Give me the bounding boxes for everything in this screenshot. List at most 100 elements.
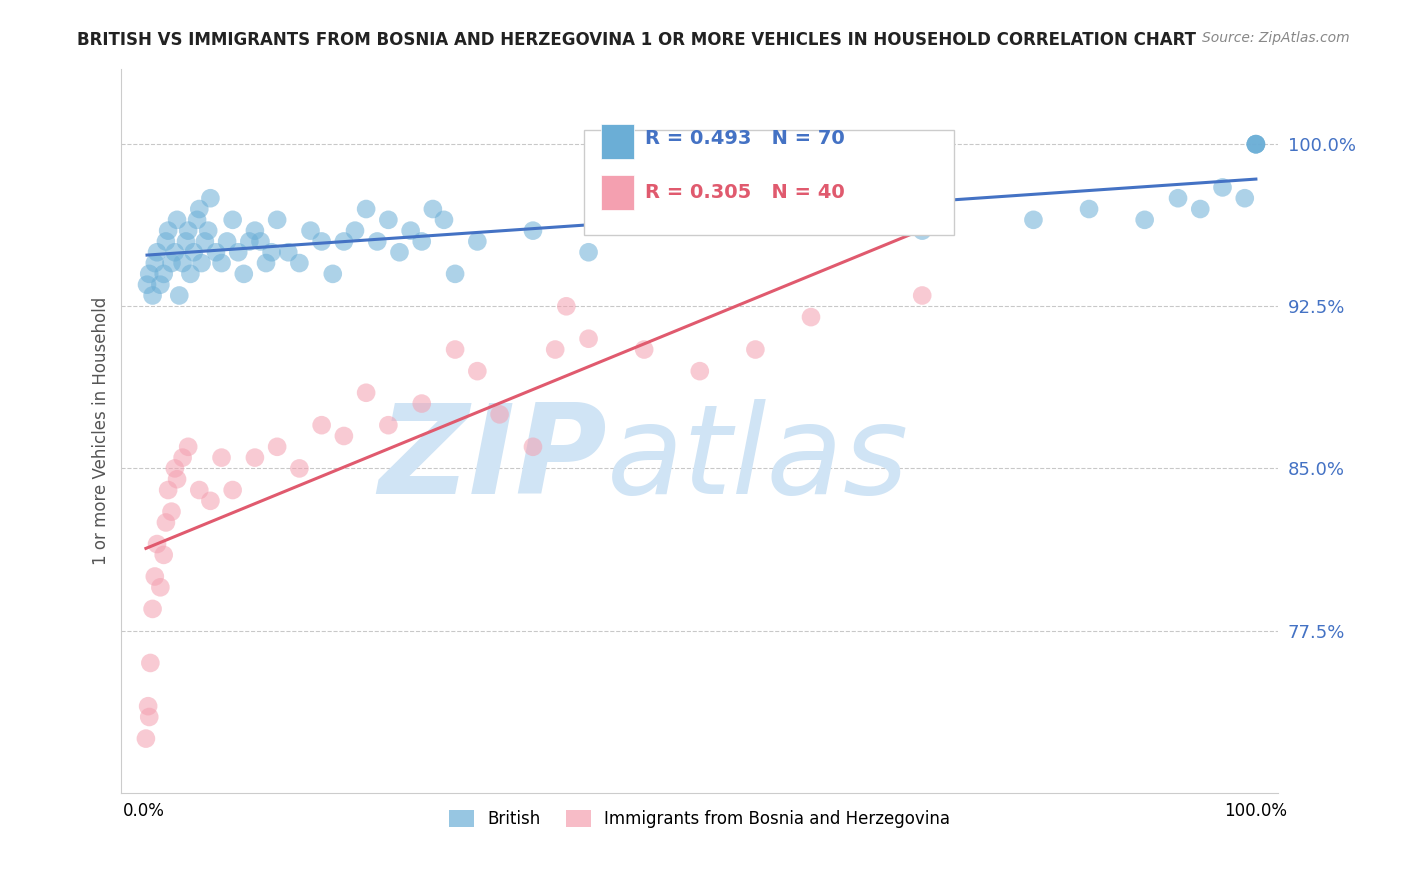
Immigrants from Bosnia and Herzegovina [243,450,266,465]
British [277,245,299,260]
British [322,267,344,281]
Text: BRITISH VS IMMIGRANTS FROM BOSNIA AND HERZEGOVINA 1 OR MORE VEHICLES IN HOUSEHOL: BRITISH VS IMMIGRANTS FROM BOSNIA AND HE… [77,31,1197,49]
Immigrants from Bosnia and Herzegovina [138,710,160,724]
British [152,267,174,281]
Text: R = 0.305   N = 40: R = 0.305 N = 40 [645,183,845,202]
British [238,235,260,249]
British [433,212,456,227]
British [146,245,169,260]
British [211,256,233,270]
British [1212,180,1234,194]
Immigrants from Bosnia and Herzegovina [166,472,188,486]
Immigrants from Bosnia and Herzegovina [149,580,172,594]
British [522,224,544,238]
British [299,224,322,238]
British [205,245,228,260]
British [911,224,934,238]
Immigrants from Bosnia and Herzegovina [377,418,399,433]
British [157,224,180,238]
British [366,235,388,249]
British [226,245,249,260]
British [217,235,239,249]
British [1244,137,1267,152]
British [143,256,166,270]
Text: ZIP: ZIP [378,399,607,520]
British [800,191,823,205]
Immigrants from Bosnia and Herzegovina [911,288,934,302]
British [1167,191,1189,205]
British [243,224,266,238]
British [179,267,201,281]
British [249,235,271,249]
FancyBboxPatch shape [602,175,634,210]
British [689,212,711,227]
Immigrants from Bosnia and Herzegovina [488,408,510,422]
British [142,288,165,302]
British [422,202,444,216]
British [186,212,208,227]
Y-axis label: 1 or more Vehicles in Household: 1 or more Vehicles in Household [93,296,110,565]
Immigrants from Bosnia and Herzegovina [177,440,200,454]
British [149,277,172,292]
Immigrants from Bosnia and Herzegovina [160,505,183,519]
Immigrants from Bosnia and Herzegovina [143,569,166,583]
British [254,256,277,270]
Immigrants from Bosnia and Herzegovina [444,343,467,357]
British [232,267,254,281]
British [1022,212,1045,227]
British [260,245,283,260]
British [163,245,186,260]
British [221,212,243,227]
British [1189,202,1212,216]
Immigrants from Bosnia and Herzegovina [172,450,194,465]
Immigrants from Bosnia and Herzegovina [578,332,600,346]
Immigrants from Bosnia and Herzegovina [200,493,222,508]
Immigrants from Bosnia and Herzegovina [311,418,333,433]
Immigrants from Bosnia and Herzegovina [266,440,288,454]
Text: R = 0.493   N = 70: R = 0.493 N = 70 [645,129,845,148]
British [333,235,356,249]
British [411,235,433,249]
British [467,235,489,249]
British [160,256,183,270]
British [138,267,160,281]
British [194,235,217,249]
British [388,245,411,260]
Text: atlas: atlas [607,399,910,520]
Immigrants from Bosnia and Herzegovina [146,537,169,551]
British [311,235,333,249]
Immigrants from Bosnia and Herzegovina [744,343,766,357]
Immigrants from Bosnia and Herzegovina [333,429,356,443]
Immigrants from Bosnia and Herzegovina [522,440,544,454]
British [169,288,191,302]
FancyBboxPatch shape [602,124,634,159]
British [1244,137,1267,152]
British [354,202,377,216]
Immigrants from Bosnia and Herzegovina [544,343,567,357]
British [288,256,311,270]
Legend: British, Immigrants from Bosnia and Herzegovina: British, Immigrants from Bosnia and Herz… [443,804,957,835]
Immigrants from Bosnia and Herzegovina [136,699,159,714]
British [1244,137,1267,152]
British [266,212,288,227]
Immigrants from Bosnia and Herzegovina [163,461,186,475]
British [399,224,422,238]
Immigrants from Bosnia and Herzegovina [633,343,655,357]
British [1078,202,1101,216]
British [190,256,212,270]
British [136,277,159,292]
British [155,235,177,249]
British [166,212,188,227]
Immigrants from Bosnia and Herzegovina [142,602,165,616]
British [177,224,200,238]
British [200,191,222,205]
British [377,212,399,227]
British [197,224,219,238]
British [1244,137,1267,152]
Text: Source: ZipAtlas.com: Source: ZipAtlas.com [1202,31,1350,45]
Immigrants from Bosnia and Herzegovina [288,461,311,475]
Immigrants from Bosnia and Herzegovina [354,385,377,400]
Immigrants from Bosnia and Herzegovina [221,483,243,497]
British [444,267,467,281]
Immigrants from Bosnia and Herzegovina [689,364,711,378]
